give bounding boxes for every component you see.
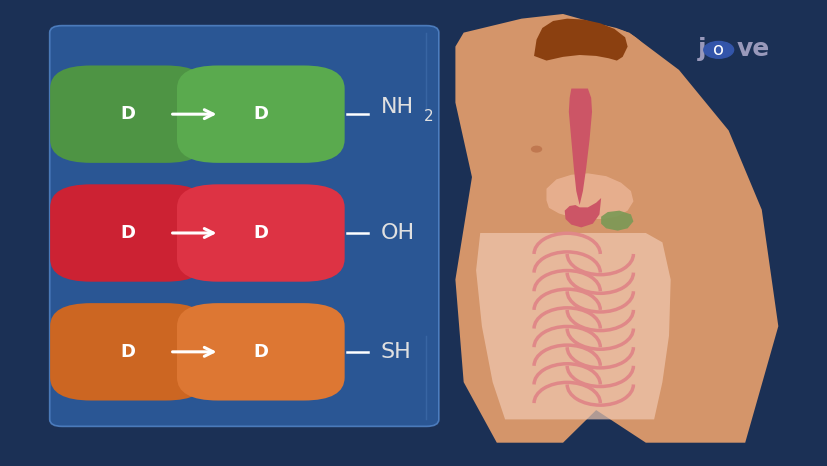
Polygon shape <box>546 173 633 219</box>
FancyBboxPatch shape <box>177 303 344 400</box>
Text: D: D <box>121 224 136 242</box>
Circle shape <box>531 146 541 152</box>
FancyBboxPatch shape <box>50 303 207 400</box>
Polygon shape <box>564 198 600 227</box>
Text: D: D <box>121 343 136 361</box>
Text: D: D <box>253 105 268 123</box>
Text: 2: 2 <box>423 109 433 124</box>
FancyBboxPatch shape <box>177 184 344 281</box>
Text: D: D <box>121 105 136 123</box>
Text: D: D <box>253 224 268 242</box>
FancyBboxPatch shape <box>50 26 438 426</box>
Text: OH: OH <box>380 223 414 243</box>
FancyBboxPatch shape <box>177 66 344 163</box>
Text: D: D <box>253 343 268 361</box>
Circle shape <box>528 25 647 92</box>
Text: j: j <box>697 37 705 61</box>
FancyBboxPatch shape <box>50 66 207 163</box>
Text: ve: ve <box>736 37 769 61</box>
Polygon shape <box>566 75 600 92</box>
Text: SH: SH <box>380 342 411 362</box>
Circle shape <box>522 56 542 67</box>
Text: NH: NH <box>380 97 414 117</box>
Polygon shape <box>476 233 670 419</box>
Polygon shape <box>455 14 777 443</box>
Text: o: o <box>712 41 724 59</box>
Polygon shape <box>568 89 591 205</box>
Polygon shape <box>533 19 627 61</box>
FancyBboxPatch shape <box>50 184 207 281</box>
Circle shape <box>703 41 733 58</box>
Polygon shape <box>600 211 633 231</box>
